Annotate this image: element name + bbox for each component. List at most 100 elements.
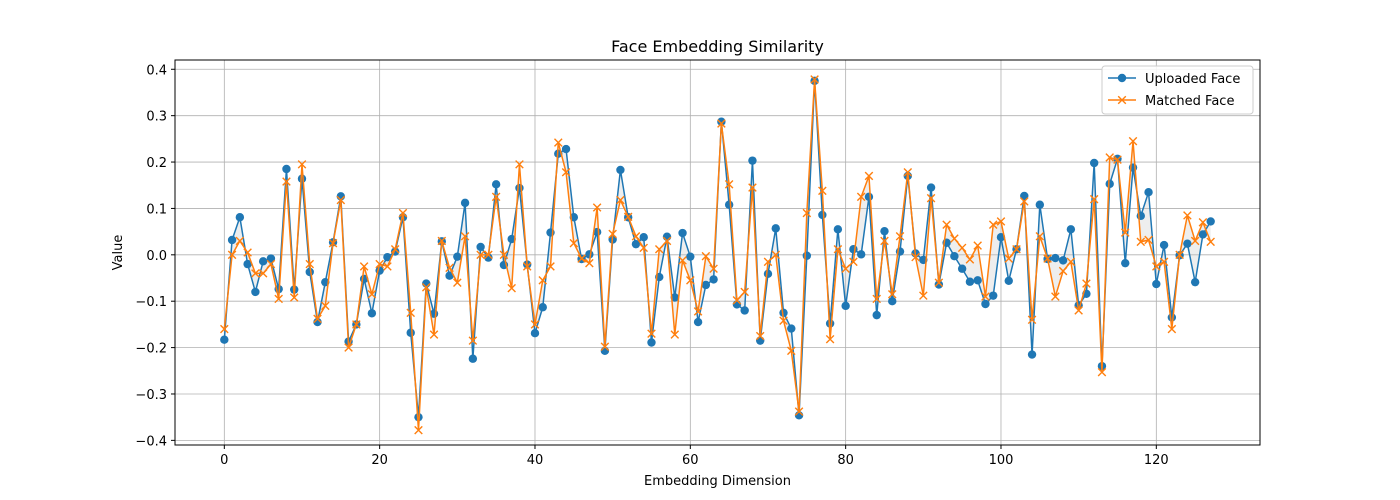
- data-point: [538, 303, 547, 312]
- data-point: [686, 276, 695, 285]
- data-point: [1120, 228, 1130, 237]
- data-point: [678, 256, 687, 265]
- data-point: [872, 294, 882, 304]
- data-point: [390, 244, 400, 254]
- data-point: [352, 320, 361, 329]
- data-point: [662, 236, 672, 246]
- data-point: [864, 192, 874, 202]
- data-point: [670, 293, 679, 302]
- data-point: [227, 235, 237, 245]
- data-point: [825, 334, 835, 344]
- data-point: [756, 336, 765, 345]
- data-point: [266, 259, 276, 269]
- data-point: [484, 250, 493, 260]
- data-point: [926, 183, 936, 192]
- data-point: [592, 203, 602, 212]
- data-point: [1082, 279, 1091, 288]
- data-point: [686, 252, 695, 261]
- difference-fill: [224, 79, 1211, 431]
- data-point: [787, 324, 796, 333]
- data-point: [942, 220, 951, 229]
- data-point: [375, 259, 384, 269]
- data-point: [856, 250, 866, 259]
- data-point: [600, 346, 610, 356]
- x-tick-label: 120: [1144, 453, 1169, 468]
- data-point: [996, 217, 1006, 226]
- x-tick-label: 40: [527, 453, 544, 468]
- data-point: [709, 264, 718, 274]
- data-point: [701, 280, 711, 290]
- data-point: [973, 241, 982, 250]
- data-point: [1058, 256, 1068, 265]
- y-tick-label: −0.1: [135, 295, 167, 310]
- data-point: [1159, 240, 1169, 250]
- data-point: [957, 243, 967, 253]
- data-point: [1051, 253, 1060, 263]
- data-point: [220, 335, 229, 344]
- legend-label: Matched Face: [1145, 94, 1234, 109]
- data-point: [973, 276, 982, 285]
- data-point: [740, 306, 749, 315]
- data-point: [499, 250, 509, 260]
- x-tick-label: 0: [220, 453, 228, 468]
- data-point: [243, 248, 252, 257]
- x-axis-ticks: 0 20 40 60 80 100 120: [220, 445, 1169, 468]
- data-point: [911, 252, 920, 262]
- data-point: [732, 300, 742, 309]
- data-point: [639, 243, 649, 253]
- data-point: [763, 257, 773, 267]
- legend-item: Uploaded Face: [1108, 72, 1240, 87]
- data-point: [1105, 153, 1115, 162]
- data-point: [1043, 254, 1052, 263]
- data-point: [631, 239, 641, 249]
- data-point: [453, 278, 462, 287]
- data-point: [864, 171, 874, 181]
- series-matched-face: [220, 75, 1215, 435]
- data-point: [1183, 211, 1192, 220]
- data-point: [258, 269, 268, 278]
- data-point: [359, 262, 369, 271]
- data-point: [678, 228, 687, 238]
- data-point: [1198, 218, 1208, 227]
- data-point: [903, 167, 913, 177]
- plot-frame: [174, 59, 1261, 446]
- y-tick-label: −0.2: [135, 342, 167, 357]
- data-point: [297, 174, 307, 183]
- x-axis-title: Embedding Dimension: [644, 474, 791, 489]
- data-point: [1190, 236, 1200, 246]
- data-point: [468, 354, 478, 363]
- data-point: [616, 195, 625, 205]
- data-point: [1004, 276, 1013, 285]
- data-point: [802, 251, 812, 260]
- y-tick-label: 0.2: [146, 156, 167, 171]
- data-point: [305, 259, 315, 269]
- data-point: [724, 200, 734, 209]
- data-point: [957, 264, 967, 273]
- data-point: [1183, 239, 1192, 248]
- data-point: [1144, 187, 1153, 197]
- data-point: [460, 231, 470, 241]
- data-point: [856, 192, 866, 202]
- data-point: [585, 250, 594, 259]
- data-point: [654, 244, 664, 254]
- data-point: [662, 232, 672, 241]
- data-point: [934, 278, 944, 287]
- data-point: [810, 75, 819, 84]
- data-point: [383, 262, 392, 271]
- data-point: [647, 338, 656, 347]
- data-point: [709, 275, 718, 284]
- y-axis-ticks: −0.4 −0.3 −0.2 −0.1 0.0 0.1 0.2 0.3 0.4: [135, 63, 175, 449]
- data-point: [1105, 179, 1114, 189]
- data-point: [965, 255, 975, 264]
- data-point: [553, 138, 563, 147]
- data-point: [1066, 225, 1076, 234]
- data-point: [693, 307, 703, 316]
- data-point: [1027, 315, 1037, 325]
- data-point: [344, 343, 353, 352]
- data-point: [1113, 155, 1122, 165]
- data-point: [779, 316, 788, 325]
- data-point: [647, 329, 656, 338]
- data-point: [297, 160, 307, 169]
- y-tick-label: 0.3: [146, 110, 167, 125]
